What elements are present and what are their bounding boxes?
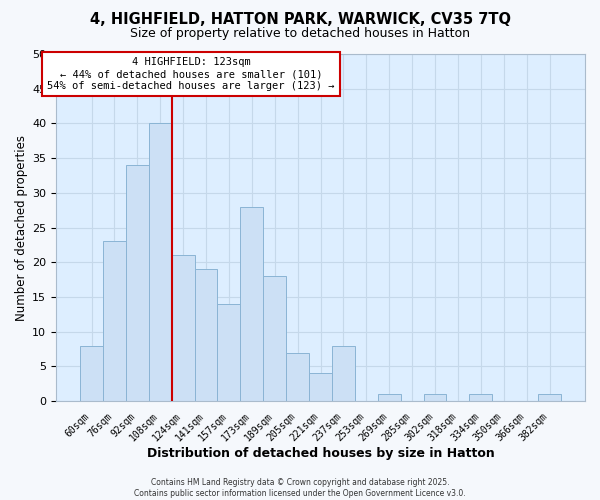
X-axis label: Distribution of detached houses by size in Hatton: Distribution of detached houses by size …	[146, 447, 494, 460]
Text: 4, HIGHFIELD, HATTON PARK, WARWICK, CV35 7TQ: 4, HIGHFIELD, HATTON PARK, WARWICK, CV35…	[89, 12, 511, 28]
Bar	[172, 256, 194, 401]
Bar	[194, 269, 217, 401]
Bar	[378, 394, 401, 401]
Text: Size of property relative to detached houses in Hatton: Size of property relative to detached ho…	[130, 28, 470, 40]
Bar	[103, 242, 126, 401]
Bar	[538, 394, 561, 401]
Bar	[217, 304, 241, 401]
Bar	[263, 276, 286, 401]
Y-axis label: Number of detached properties: Number of detached properties	[15, 134, 28, 320]
Bar	[126, 165, 149, 401]
Bar	[241, 206, 263, 401]
Bar	[309, 374, 332, 401]
Bar	[149, 124, 172, 401]
Bar	[286, 352, 309, 401]
Bar	[80, 346, 103, 401]
Text: Contains HM Land Registry data © Crown copyright and database right 2025.
Contai: Contains HM Land Registry data © Crown c…	[134, 478, 466, 498]
Bar	[469, 394, 492, 401]
Bar	[424, 394, 446, 401]
Text: 4 HIGHFIELD: 123sqm
← 44% of detached houses are smaller (101)
54% of semi-detac: 4 HIGHFIELD: 123sqm ← 44% of detached ho…	[47, 58, 335, 90]
Bar	[332, 346, 355, 401]
